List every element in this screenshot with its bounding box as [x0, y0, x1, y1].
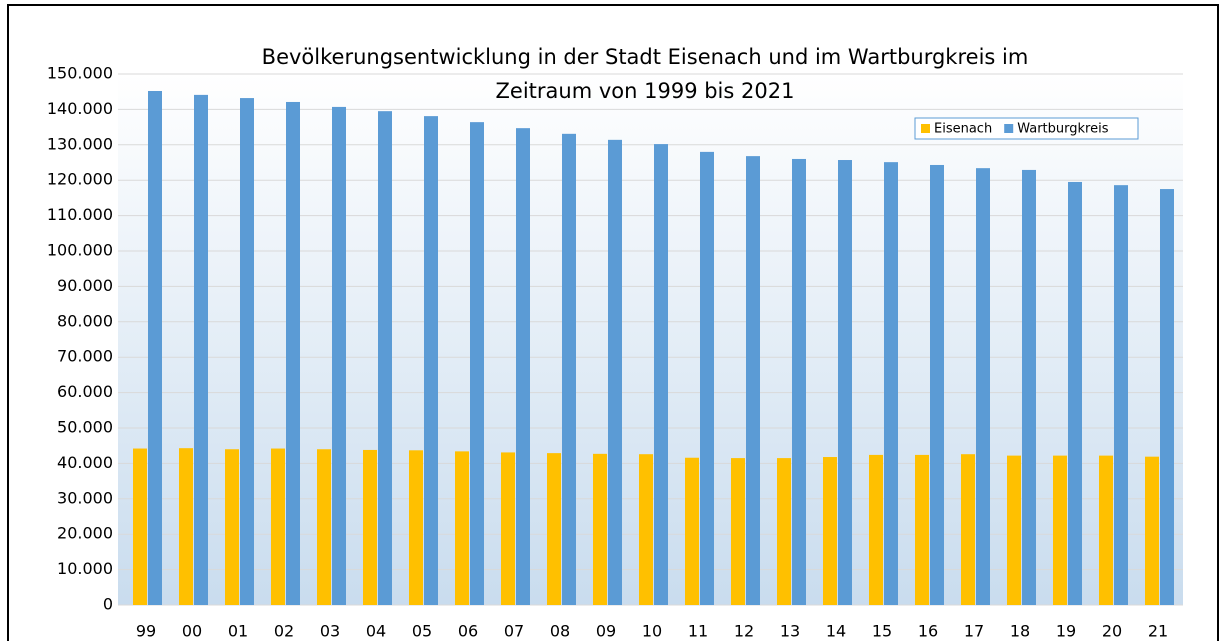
bar — [378, 111, 392, 606]
y-tick-label: 10.000 — [57, 559, 113, 578]
legend-label: Eisenach — [934, 122, 992, 137]
bar — [1145, 456, 1159, 605]
x-tick-label: 05 — [412, 622, 432, 641]
bar — [976, 168, 990, 605]
y-tick-label: 110.000 — [47, 205, 113, 224]
x-tick-label: 08 — [550, 622, 570, 641]
y-tick-label: 140.000 — [47, 99, 113, 118]
x-tick-label: 07 — [504, 622, 524, 641]
bar — [792, 158, 806, 605]
bar — [746, 156, 760, 606]
bar — [547, 453, 561, 605]
bar — [179, 448, 193, 605]
bar — [240, 98, 254, 606]
bar — [1068, 181, 1082, 605]
bar — [1099, 455, 1113, 605]
x-tick-label: 02 — [274, 622, 294, 641]
x-tick-label: 11 — [688, 622, 708, 641]
x-tick-label: 17 — [964, 622, 984, 641]
legend-box — [914, 117, 1139, 140]
bar — [470, 122, 484, 606]
bar — [608, 139, 622, 605]
y-tick-label: 50.000 — [57, 418, 113, 437]
bar — [409, 450, 423, 605]
x-tick-label: 10 — [642, 622, 662, 641]
bar — [961, 454, 975, 605]
bar — [225, 449, 239, 605]
chart-title: Zeitraum von 1999 bis 2021 — [496, 79, 795, 103]
x-tick-label: 04 — [366, 622, 386, 641]
y-tick-label: 100.000 — [47, 241, 113, 260]
bar — [823, 457, 837, 605]
y-tick-label: 150.000 — [47, 64, 113, 83]
bar — [194, 94, 208, 606]
bar — [930, 164, 944, 605]
y-tick-label: 30.000 — [57, 488, 113, 507]
bar — [1007, 455, 1021, 605]
y-tick-label: 120.000 — [47, 170, 113, 189]
bar — [838, 160, 852, 605]
x-tick-label: 16 — [918, 622, 938, 641]
x-tick-label: 14 — [826, 622, 846, 641]
bar — [317, 449, 331, 605]
y-tick-label: 80.000 — [57, 311, 113, 330]
x-tick-label: 20 — [1102, 622, 1122, 641]
bar — [363, 449, 377, 605]
bar — [915, 454, 929, 605]
y-tick-label: 130.000 — [47, 134, 113, 153]
bar — [286, 101, 300, 605]
legend-swatch — [1004, 124, 1014, 133]
x-tick-label: 18 — [1010, 622, 1030, 641]
y-tick-label: 70.000 — [57, 347, 113, 366]
x-tick-label: 09 — [596, 622, 616, 641]
x-tick-label: 99 — [136, 622, 156, 641]
bar — [593, 453, 607, 605]
bar — [777, 458, 791, 605]
x-tick-label: 13 — [780, 622, 800, 641]
x-tick-label: 01 — [228, 622, 248, 641]
bar — [869, 454, 883, 605]
bar — [455, 451, 469, 605]
x-tick-label: 00 — [182, 622, 202, 641]
x-tick-label: 06 — [458, 622, 478, 641]
bar — [685, 457, 699, 605]
bar — [148, 90, 162, 605]
bar — [1114, 185, 1128, 605]
bar — [271, 448, 285, 605]
bar — [1160, 189, 1174, 606]
bar — [424, 116, 438, 605]
x-tick-label: 15 — [872, 622, 892, 641]
bar — [884, 162, 898, 605]
bar — [1053, 455, 1067, 605]
y-tick-label: 40.000 — [57, 453, 113, 472]
y-tick-label: 60.000 — [57, 382, 113, 401]
bar — [700, 151, 714, 605]
bar — [639, 454, 653, 605]
y-tick-label: 0 — [103, 595, 113, 614]
frame — [7, 4, 1219, 641]
bar — [654, 144, 668, 606]
bar — [501, 452, 515, 605]
y-tick-label: 90.000 — [57, 276, 113, 295]
bar — [133, 448, 147, 605]
legend-label: Wartburgkreis — [1017, 122, 1108, 137]
legend-swatch — [921, 124, 930, 133]
x-tick-label: 19 — [1056, 622, 1076, 641]
bar — [516, 128, 530, 606]
bar — [332, 106, 346, 605]
bar — [1022, 169, 1036, 605]
y-tick-label: 20.000 — [57, 524, 113, 543]
bar — [562, 133, 576, 606]
x-tick-label: 03 — [320, 622, 340, 641]
bar — [731, 458, 745, 605]
x-tick-label: 21 — [1148, 622, 1168, 641]
x-tick-label: 12 — [734, 622, 754, 641]
chart-title: Bevölkerungsentwicklung in der Stadt Eis… — [262, 45, 1029, 69]
